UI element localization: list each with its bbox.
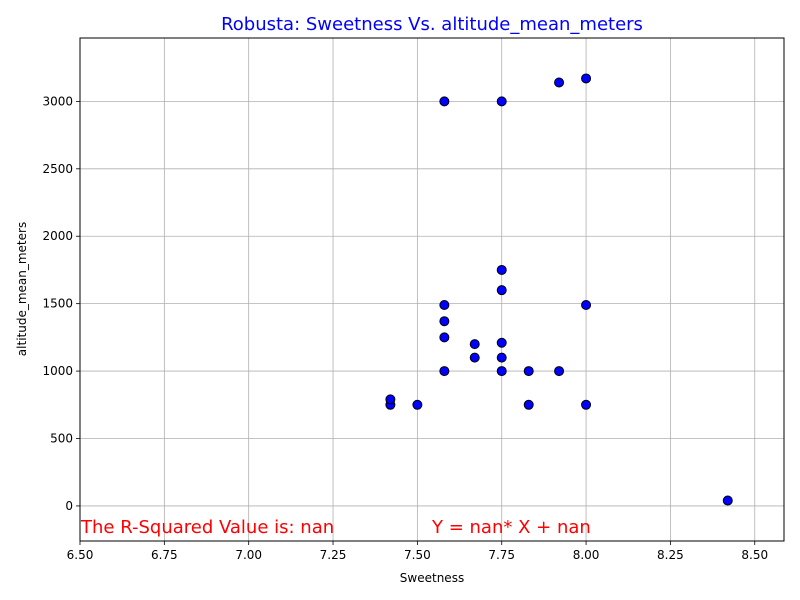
x-tick-label: 7.00 <box>235 548 262 562</box>
axis-ticks: 6.50 6.75 7.00 7.25 7.50 7.75 8.00 8.25 8.50 0 500… <box>42 94 768 562</box>
x-tick-label: 7.50 <box>404 548 431 562</box>
data-points <box>385 73 733 506</box>
data-point <box>439 366 450 377</box>
data-point <box>439 316 450 327</box>
chart-title: Robusta: Sweetness Vs. altitude_mean_met… <box>221 14 643 35</box>
y-tick-label: 2000 <box>42 229 73 243</box>
data-point <box>523 366 534 377</box>
data-point <box>439 96 450 107</box>
data-point <box>554 77 565 88</box>
data-point <box>469 339 480 350</box>
x-tick-label: 6.50 <box>67 548 94 562</box>
data-point <box>412 399 423 410</box>
data-point <box>439 300 450 311</box>
x-tick-label: 6.75 <box>151 548 178 562</box>
plot-area <box>79 37 785 542</box>
data-point <box>581 73 592 84</box>
data-point <box>496 337 507 348</box>
data-point <box>581 300 592 311</box>
regression-equation-annotation: Y = nan* X + nan <box>431 517 591 538</box>
x-axis-label: Sweetness <box>400 571 464 585</box>
y-tick-label: 3000 <box>42 94 73 108</box>
x-tick-label: 7.25 <box>320 548 347 562</box>
data-point <box>496 285 507 296</box>
y-tick-label: 0 <box>65 499 73 513</box>
data-point <box>469 352 480 363</box>
x-tick-label: 8.50 <box>741 548 768 562</box>
y-tick-label: 1500 <box>42 297 73 311</box>
data-point <box>496 366 507 377</box>
data-point <box>722 495 733 506</box>
x-tick-label: 8.25 <box>657 548 684 562</box>
data-point <box>496 264 507 275</box>
data-point <box>385 394 396 405</box>
data-point <box>496 96 507 107</box>
data-point <box>439 332 450 343</box>
data-point <box>554 366 565 377</box>
x-tick-label: 7.75 <box>488 548 515 562</box>
y-axis-label: altitude_mean_meters <box>15 222 29 356</box>
x-tick-label: 8.00 <box>573 548 600 562</box>
data-point <box>496 352 507 363</box>
data-point <box>523 399 534 410</box>
grid-lines <box>79 38 784 541</box>
r-squared-annotation: The R-Squared Value is: nan <box>80 517 334 538</box>
y-tick-label: 1000 <box>42 364 73 378</box>
data-point <box>581 399 592 410</box>
y-tick-label: 2500 <box>42 162 73 176</box>
y-tick-label: 500 <box>50 432 73 446</box>
